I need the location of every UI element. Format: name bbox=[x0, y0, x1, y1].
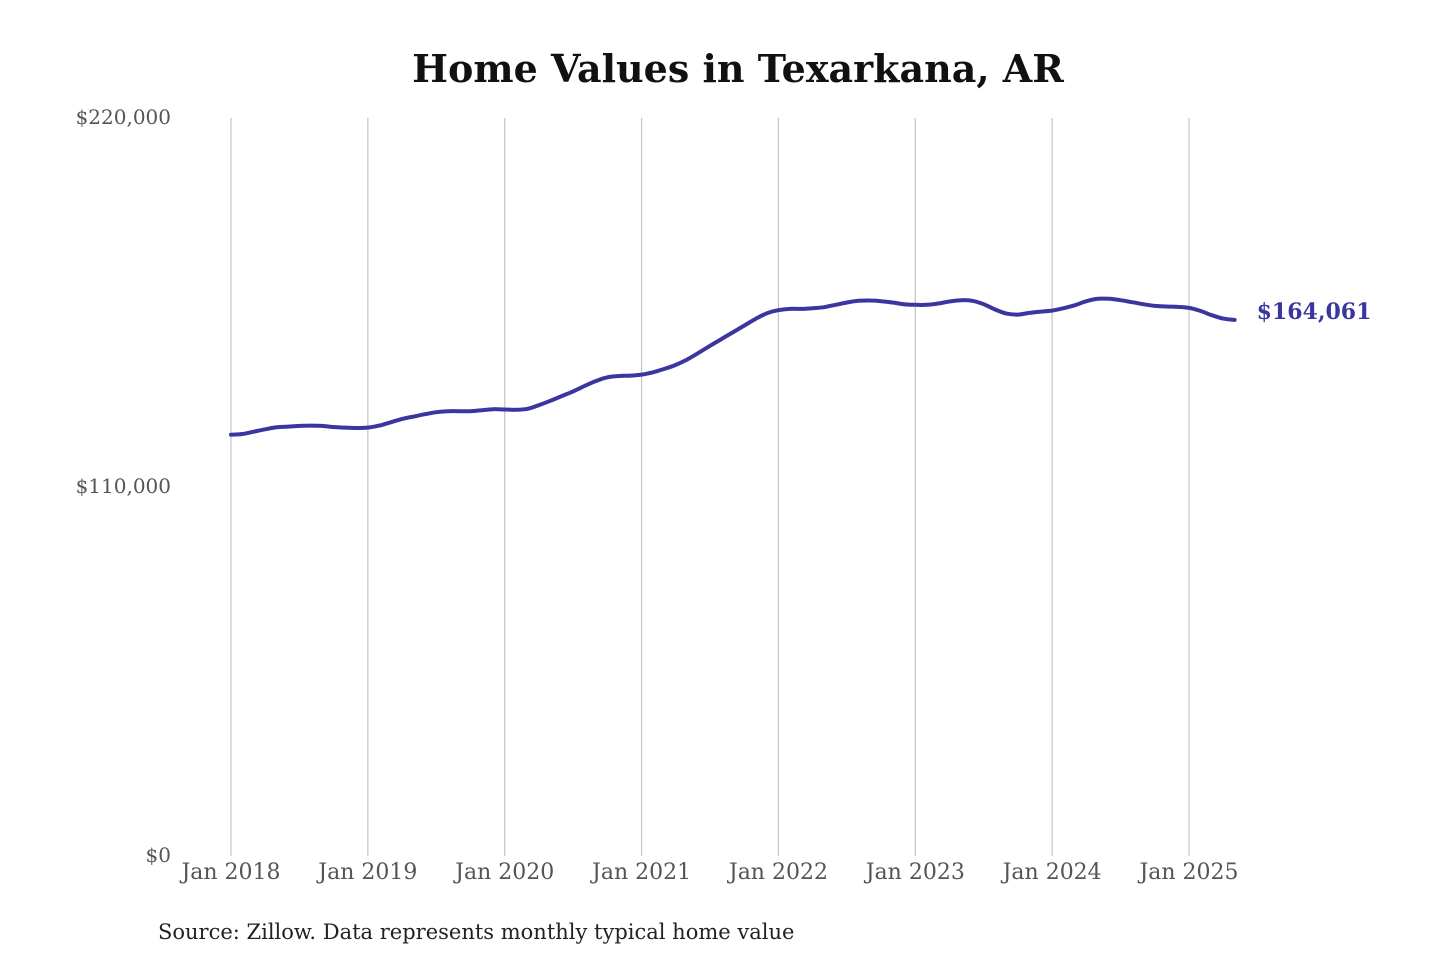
x-axis-ticks: Jan 2018 Jan 2019 Jan 2020 Jan 2021 Jan 2022… bbox=[179, 860, 1238, 885]
x-tick-label: Jan 2023 bbox=[864, 860, 965, 885]
x-tick-label: Jan 2025 bbox=[1137, 860, 1238, 885]
y-axis-ticks: $220,000 $110,000 $0 bbox=[76, 105, 171, 867]
x-tick-label: Jan 2020 bbox=[453, 860, 554, 885]
x-tick-label: Jan 2024 bbox=[1001, 860, 1102, 885]
x-tick-label: Jan 2021 bbox=[590, 860, 691, 885]
gridlines bbox=[230, 118, 1190, 856]
x-tick-label: Jan 2022 bbox=[727, 860, 828, 885]
chart-title: Home Values in Texarkana, AR bbox=[412, 46, 1064, 91]
x-tick-label: Jan 2018 bbox=[179, 860, 280, 885]
y-tick-label: $0 bbox=[146, 843, 171, 867]
end-value-label: $164,061 bbox=[1257, 299, 1372, 325]
y-tick-label: $110,000 bbox=[76, 474, 171, 498]
source-note: Source: Zillow. Data represents monthly … bbox=[158, 920, 794, 944]
x-tick-label: Jan 2019 bbox=[316, 860, 417, 885]
y-tick-label: $220,000 bbox=[76, 105, 171, 129]
series-line bbox=[229, 296, 1237, 437]
